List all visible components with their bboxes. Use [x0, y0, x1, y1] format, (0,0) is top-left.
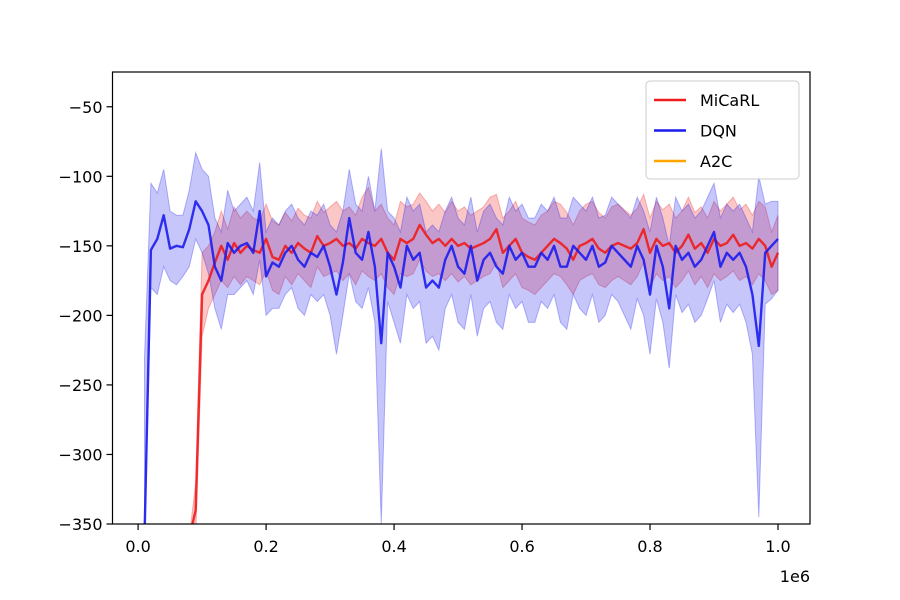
y-axis: −350 −300 −250 −200 −150 −100 −50: [59, 98, 113, 534]
series-line-micarl: [191, 223, 780, 524]
legend-label-a2c: A2C: [700, 152, 732, 171]
legend: MiCaRL DQN A2C: [645, 80, 800, 180]
confidence-bands: [144, 148, 779, 524]
band-dqn: [144, 148, 779, 524]
y-tick-label: −200: [59, 306, 103, 325]
y-tick-label: −100: [59, 167, 103, 186]
axes-frame: [111, 71, 811, 525]
series-lines: [143, 200, 780, 524]
legend-label-micarl: MiCaRL: [700, 91, 759, 110]
legend-label-dqn: DQN: [700, 122, 737, 141]
y-tick-label: −250: [59, 376, 103, 395]
x-tick-label: 0.4: [381, 537, 406, 556]
y-tick-label: −50: [69, 98, 103, 117]
y-tick-label: −150: [59, 237, 103, 256]
y-tick-label: −350: [59, 515, 103, 534]
x-axis: 0.0 0.2 0.4 0.6 0.8 1.0: [125, 524, 791, 556]
legend-box: [645, 80, 800, 180]
x-tick-label: 0.0: [125, 537, 150, 556]
x-tick-label: 0.2: [253, 537, 278, 556]
x-tick-label: 0.6: [509, 537, 534, 556]
x-tick-label: 1.0: [765, 537, 790, 556]
x-axis-offset-label: 1e6: [780, 567, 810, 586]
series-line-dqn: [143, 200, 779, 524]
x-tick-label: 0.8: [637, 537, 662, 556]
y-tick-label: −300: [59, 445, 103, 464]
